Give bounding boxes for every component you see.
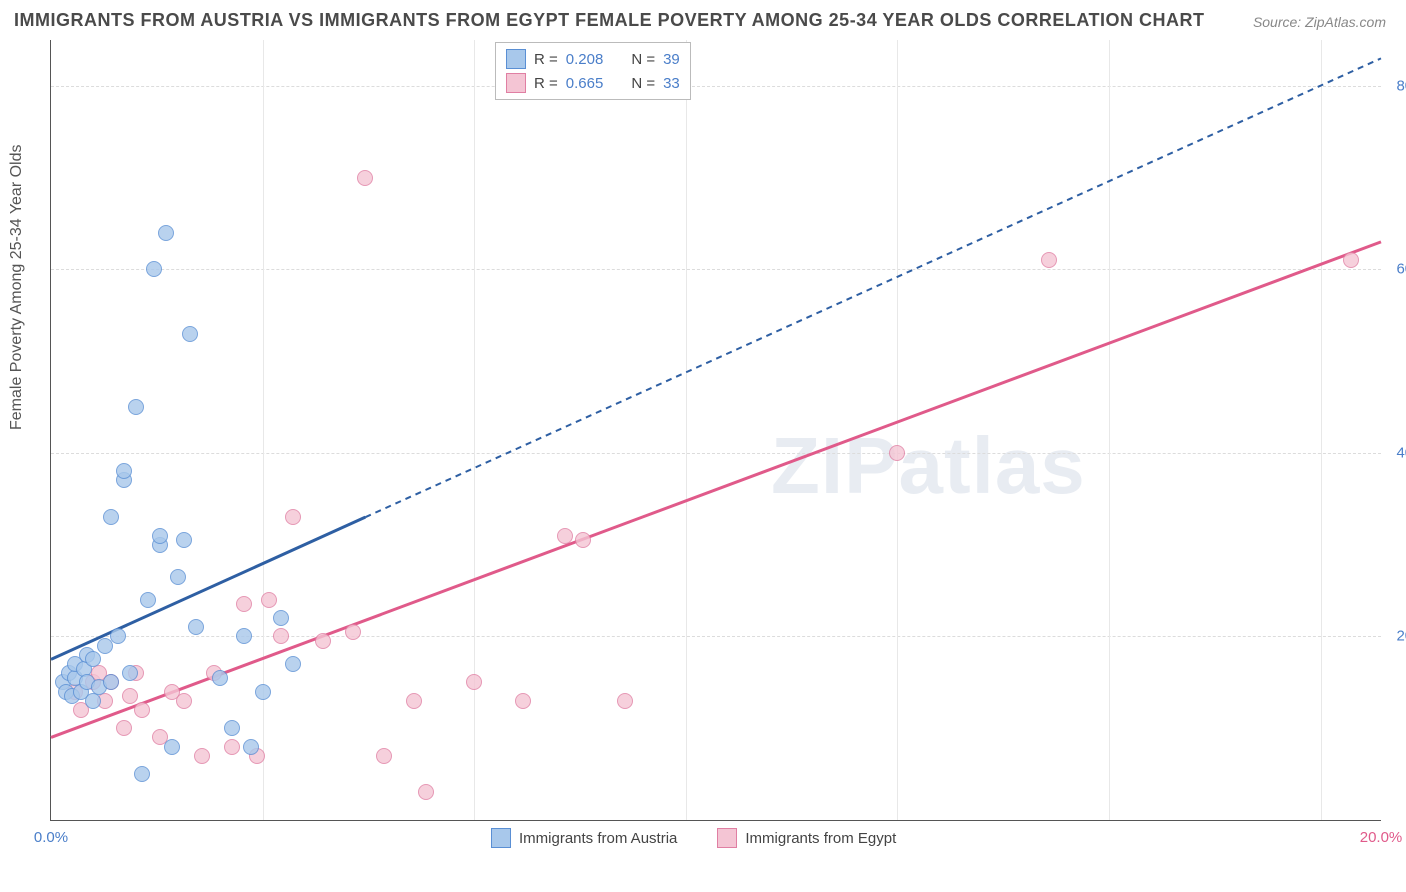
point-egypt <box>466 674 482 690</box>
point-egypt <box>116 720 132 736</box>
point-austria <box>146 261 162 277</box>
point-egypt <box>176 693 192 709</box>
point-egypt <box>406 693 422 709</box>
point-austria <box>255 684 271 700</box>
r-label: R = <box>534 75 558 92</box>
correlation-legend: R = 0.208 N = 39 R = 0.665 N = 33 <box>495 42 691 100</box>
point-austria <box>140 592 156 608</box>
point-austria <box>182 326 198 342</box>
y-tick-label: 40.0% <box>1396 444 1406 461</box>
point-austria <box>170 569 186 585</box>
n-label: N = <box>631 51 655 68</box>
swatch-austria <box>491 828 511 848</box>
point-egypt <box>376 748 392 764</box>
point-egypt <box>122 688 138 704</box>
y-tick-label: 20.0% <box>1396 628 1406 645</box>
r-value-austria: 0.208 <box>566 51 604 68</box>
legend-label-egypt: Immigrants from Egypt <box>745 830 896 847</box>
series-legend: Immigrants from Austria Immigrants from … <box>491 828 896 848</box>
regression-lines <box>51 40 1381 820</box>
point-austria <box>243 739 259 755</box>
point-egypt <box>1041 252 1057 268</box>
point-austria <box>273 610 289 626</box>
point-egypt <box>315 633 331 649</box>
legend-row-egypt: R = 0.665 N = 33 <box>506 71 680 95</box>
point-egypt <box>236 596 252 612</box>
swatch-austria <box>506 49 526 69</box>
point-egypt <box>357 170 373 186</box>
y-tick-label: 80.0% <box>1396 77 1406 94</box>
source-attribution: Source: ZipAtlas.com <box>1253 14 1386 30</box>
n-label: N = <box>631 75 655 92</box>
n-value-egypt: 33 <box>663 75 680 92</box>
point-egypt <box>345 624 361 640</box>
point-egypt <box>224 739 240 755</box>
point-austria <box>134 766 150 782</box>
point-egypt <box>889 445 905 461</box>
point-austria <box>103 674 119 690</box>
point-austria <box>85 651 101 667</box>
point-egypt <box>617 693 633 709</box>
point-egypt <box>285 509 301 525</box>
point-austria <box>285 656 301 672</box>
point-austria <box>128 399 144 415</box>
point-egypt <box>1343 252 1359 268</box>
point-austria <box>110 628 126 644</box>
chart-title: IMMIGRANTS FROM AUSTRIA VS IMMIGRANTS FR… <box>14 10 1205 31</box>
swatch-egypt <box>506 73 526 93</box>
point-austria <box>176 532 192 548</box>
legend-item-austria: Immigrants from Austria <box>491 828 677 848</box>
legend-row-austria: R = 0.208 N = 39 <box>506 47 680 71</box>
swatch-egypt <box>717 828 737 848</box>
x-tick-left: 0.0% <box>34 829 68 846</box>
n-value-austria: 39 <box>663 51 680 68</box>
point-austria <box>103 509 119 525</box>
point-austria <box>236 628 252 644</box>
point-austria <box>116 463 132 479</box>
point-austria <box>122 665 138 681</box>
point-austria <box>164 739 180 755</box>
legend-label-austria: Immigrants from Austria <box>519 830 677 847</box>
point-austria <box>224 720 240 736</box>
point-egypt <box>515 693 531 709</box>
point-egypt <box>557 528 573 544</box>
point-egypt <box>194 748 210 764</box>
y-axis-label: Female Poverty Among 25-34 Year Olds <box>8 145 26 431</box>
point-austria <box>212 670 228 686</box>
plot-area: ZIPatlas R = 0.208 N = 39 R = 0.665 N = … <box>50 40 1381 821</box>
point-egypt <box>418 784 434 800</box>
x-tick-right: 20.0% <box>1360 829 1403 846</box>
point-austria <box>85 693 101 709</box>
point-austria <box>152 528 168 544</box>
r-value-egypt: 0.665 <box>566 75 604 92</box>
r-label: R = <box>534 51 558 68</box>
point-egypt <box>575 532 591 548</box>
point-egypt <box>134 702 150 718</box>
legend-item-egypt: Immigrants from Egypt <box>717 828 896 848</box>
point-egypt <box>273 628 289 644</box>
point-egypt <box>261 592 277 608</box>
y-tick-label: 60.0% <box>1396 261 1406 278</box>
point-austria <box>188 619 204 635</box>
point-austria <box>158 225 174 241</box>
